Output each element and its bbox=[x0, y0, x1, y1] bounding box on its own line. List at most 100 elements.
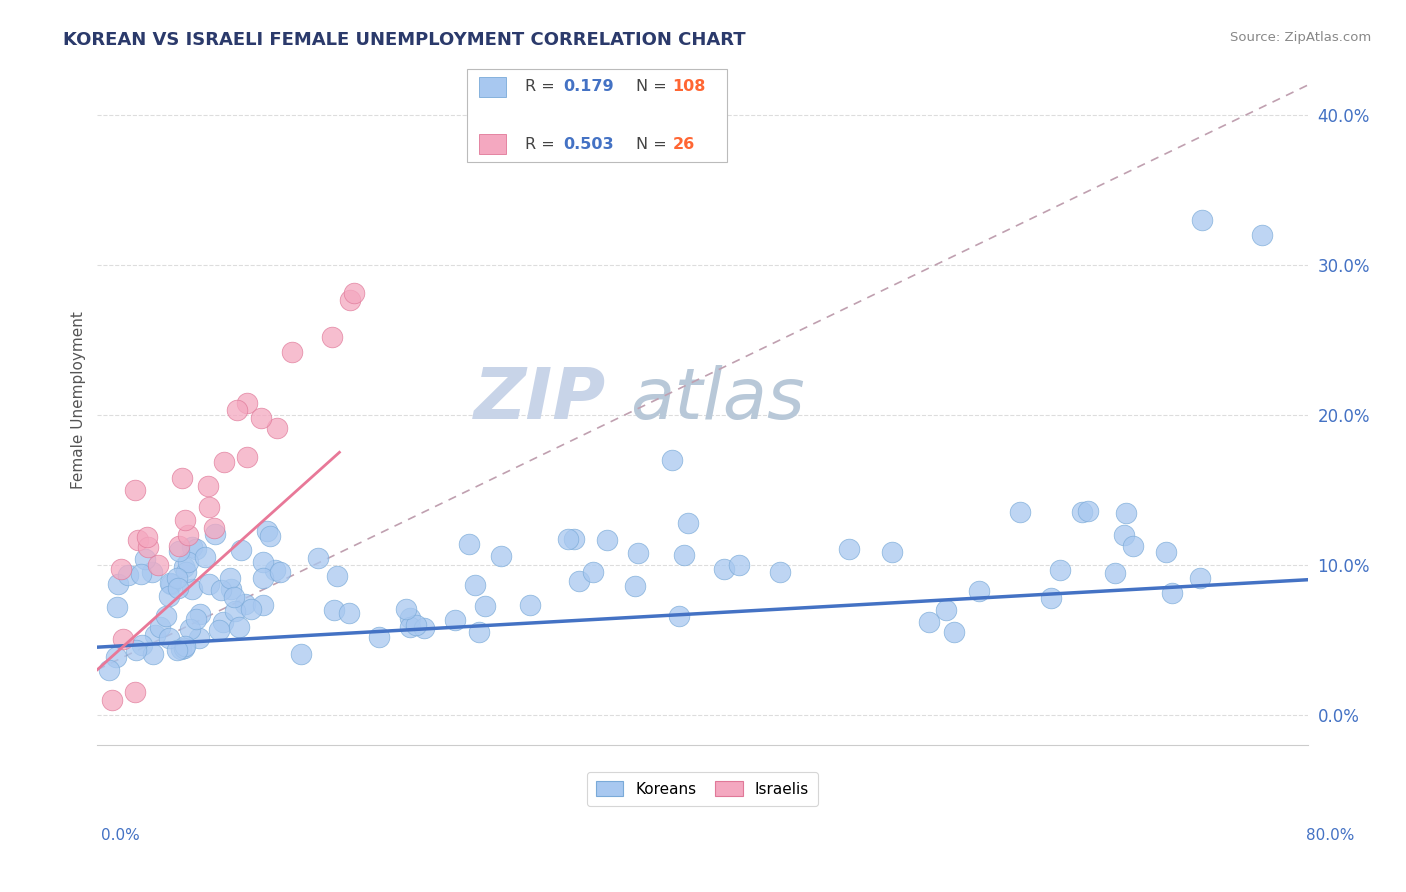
Point bbox=[519, 598, 541, 612]
Point bbox=[728, 558, 751, 572]
FancyBboxPatch shape bbox=[467, 69, 727, 162]
Point bbox=[838, 542, 860, 557]
Point bbox=[208, 624, 231, 638]
Text: Source: ZipAtlas.com: Source: ZipAtlas.com bbox=[1230, 31, 1371, 45]
Point bbox=[173, 639, 195, 653]
Point bbox=[307, 551, 329, 566]
Text: 0.503: 0.503 bbox=[564, 136, 614, 152]
Point bbox=[124, 483, 146, 497]
Point bbox=[204, 527, 226, 541]
Point bbox=[457, 537, 479, 551]
Point bbox=[582, 565, 605, 579]
Point bbox=[160, 576, 183, 591]
Point bbox=[443, 613, 465, 627]
Point bbox=[264, 563, 287, 577]
Point bbox=[1010, 505, 1032, 519]
Text: 0.0%: 0.0% bbox=[101, 829, 141, 843]
Point bbox=[167, 539, 190, 553]
Point bbox=[110, 562, 132, 576]
Point bbox=[148, 620, 170, 634]
Point bbox=[179, 622, 201, 636]
Point bbox=[252, 571, 274, 585]
Point bbox=[713, 562, 735, 576]
Point bbox=[405, 618, 427, 632]
Point bbox=[177, 528, 200, 542]
Point bbox=[107, 599, 129, 614]
Point bbox=[1154, 545, 1177, 559]
Point bbox=[167, 544, 190, 558]
FancyBboxPatch shape bbox=[478, 135, 506, 153]
Point bbox=[155, 609, 177, 624]
Point bbox=[323, 603, 346, 617]
Point bbox=[281, 345, 304, 359]
Point bbox=[146, 558, 169, 572]
Text: N =: N = bbox=[636, 136, 672, 152]
Point bbox=[176, 566, 198, 580]
Point bbox=[266, 420, 288, 434]
Point bbox=[321, 330, 343, 344]
Point bbox=[339, 293, 361, 308]
Point bbox=[395, 602, 418, 616]
Point bbox=[159, 576, 181, 591]
Point bbox=[166, 571, 188, 585]
Point bbox=[935, 603, 957, 617]
Point bbox=[166, 642, 188, 657]
Point bbox=[187, 631, 209, 645]
Point bbox=[489, 549, 512, 564]
Point bbox=[1122, 539, 1144, 553]
Point bbox=[236, 450, 259, 465]
Text: N =: N = bbox=[636, 79, 672, 95]
Point bbox=[568, 574, 591, 589]
Point bbox=[157, 589, 180, 603]
Text: KOREAN VS ISRAELI FEMALE UNEMPLOYMENT CORRELATION CHART: KOREAN VS ISRAELI FEMALE UNEMPLOYMENT CO… bbox=[63, 31, 747, 49]
Text: 0.179: 0.179 bbox=[564, 79, 614, 95]
FancyBboxPatch shape bbox=[478, 78, 506, 96]
Point bbox=[337, 606, 360, 620]
Point bbox=[249, 410, 271, 425]
Text: ZIP: ZIP bbox=[474, 366, 606, 434]
Point bbox=[880, 545, 903, 559]
Point bbox=[193, 549, 215, 564]
Point bbox=[668, 609, 690, 624]
Point bbox=[326, 569, 349, 583]
Point bbox=[174, 513, 197, 527]
Point bbox=[98, 663, 121, 677]
Point bbox=[224, 604, 246, 618]
Point bbox=[1115, 506, 1137, 520]
Point bbox=[136, 530, 159, 544]
Point bbox=[180, 540, 202, 554]
Point bbox=[290, 648, 312, 662]
Text: 108: 108 bbox=[672, 79, 706, 95]
Point bbox=[197, 500, 219, 514]
Point bbox=[198, 577, 221, 591]
Point bbox=[343, 286, 366, 301]
Point bbox=[124, 685, 146, 699]
Point bbox=[1040, 591, 1063, 605]
Point bbox=[184, 612, 207, 626]
Point bbox=[173, 640, 195, 655]
Text: atlas: atlas bbox=[630, 366, 804, 434]
Text: R =: R = bbox=[524, 136, 560, 152]
Point bbox=[676, 516, 699, 530]
Point bbox=[1114, 528, 1136, 542]
Point bbox=[181, 582, 204, 596]
Point bbox=[228, 620, 250, 634]
Point bbox=[269, 565, 291, 579]
Point bbox=[562, 532, 585, 546]
Point bbox=[1104, 566, 1126, 581]
Point bbox=[105, 650, 128, 665]
Point bbox=[1077, 503, 1099, 517]
Legend: Koreans, Israelis: Koreans, Israelis bbox=[586, 772, 818, 805]
Point bbox=[672, 548, 695, 562]
Point bbox=[413, 621, 436, 635]
Point bbox=[627, 546, 650, 560]
Text: 26: 26 bbox=[672, 136, 695, 152]
Point bbox=[1191, 213, 1213, 227]
Point bbox=[117, 568, 139, 582]
Point bbox=[107, 577, 129, 591]
Point bbox=[769, 565, 792, 579]
Point bbox=[136, 540, 159, 554]
Point bbox=[219, 582, 242, 596]
Point bbox=[172, 471, 194, 485]
Point bbox=[259, 529, 281, 543]
